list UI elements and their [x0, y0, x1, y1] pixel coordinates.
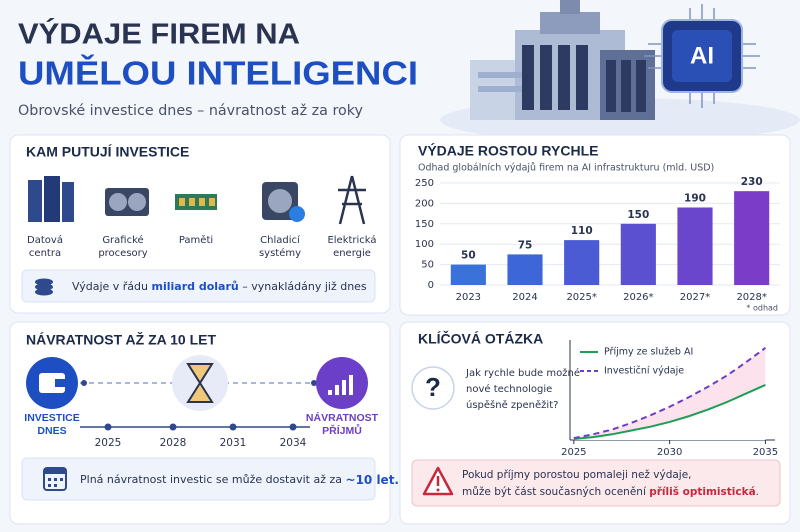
timeline-label: INVESTICE: [24, 412, 79, 424]
series-line: [573, 383, 766, 441]
warning-emphasis: příliš optimistická: [649, 486, 755, 498]
timeline-label: PŘÍJMŮ: [322, 423, 362, 437]
bar: [677, 207, 713, 285]
coins-icon: [35, 278, 53, 296]
chart-subtitle: Odhad globálních výdajů firem na AI infr…: [418, 163, 714, 174]
item-label: Datová: [27, 234, 63, 246]
series-area: [573, 384, 766, 440]
y-tick-label: 200: [415, 198, 434, 209]
value-label: 190: [684, 192, 706, 204]
item-label: systémy: [259, 247, 301, 259]
value-label: 150: [627, 209, 649, 221]
timeline-label: DNES: [37, 425, 66, 437]
value-label: 50: [461, 250, 476, 262]
note-box: [21, 269, 376, 303]
title-line: UMĚLOU INTELIGENCI: [18, 55, 418, 92]
bar: [734, 191, 770, 285]
item-label: Elektrická: [327, 234, 376, 246]
question-text: nové technologie: [466, 383, 552, 395]
warning-text-part: může být část současných ocenění: [462, 486, 649, 498]
ai-badge: AI: [690, 42, 714, 69]
note-text: Plná návratnost investic se může dostavi…: [80, 473, 399, 487]
value-label: 75: [518, 239, 533, 251]
timeline-year: 2025: [95, 437, 122, 449]
chart-note: * odhad: [746, 304, 778, 313]
x-tick-label: 2028*: [736, 292, 766, 303]
y-tick-label: 0: [428, 280, 434, 291]
note-text-part: Plná návratnost investic se může dostavi…: [80, 473, 346, 486]
timeline-label: NÁVRATNOST: [306, 411, 379, 424]
x-tick-label: 2023: [456, 292, 481, 303]
legend-label: Příjmy ze služeb AI: [604, 347, 693, 358]
datacenter-illustration: [440, 0, 800, 142]
question-text: úspěšně zpeněžit?: [466, 399, 558, 411]
note-text-part: Výdaje v řádu: [72, 280, 152, 293]
section-title: NÁVRATNOST AŽ ZA 10 LET: [26, 331, 216, 348]
x-tick-label: 2026*: [623, 292, 653, 303]
item-label: Paměti: [179, 234, 213, 246]
note-emphasis: ~10 let.: [346, 473, 399, 487]
x-tick-label: 2024: [512, 292, 537, 303]
chart-title: VÝDAJE ROSTOU RYCHLE: [418, 142, 598, 159]
x-tick-label: 2035: [753, 447, 778, 458]
question-symbol: ?: [425, 372, 441, 402]
payback-timeline: [26, 355, 368, 431]
item-label: centra: [29, 248, 61, 259]
series-line: [573, 347, 767, 440]
y-tick-label: 100: [415, 239, 434, 250]
section-title: KAM PUTUJÍ INVESTICE: [26, 144, 189, 160]
x-tick-label: 2025*: [566, 292, 596, 303]
x-tick-label: 2027*: [680, 292, 710, 303]
timeline-year: 2031: [220, 437, 247, 449]
calendar-icon: [43, 467, 67, 491]
x-tick-label: 2025: [561, 447, 586, 458]
note-emphasis: miliard dolarů: [152, 280, 239, 293]
bar: [507, 254, 543, 285]
warning-box: [411, 459, 781, 507]
warning-text-part: .: [756, 486, 759, 498]
item-label: procesory: [98, 248, 147, 259]
question-text: Jak rychle bude možné: [465, 367, 580, 379]
item-label: Grafické: [102, 234, 143, 246]
title-line: VÝDAJE FIREM NA: [18, 17, 300, 51]
value-label: 110: [571, 225, 593, 237]
legend-label: Investiční výdaje: [604, 366, 684, 377]
bar: [620, 223, 656, 285]
x-tick-label: 2030: [657, 447, 682, 458]
note-text: Výdaje v řádu miliard dolarů – vynakládá…: [72, 280, 367, 293]
panel: [9, 134, 391, 314]
subtitle: Obrovské investice dnes – návratnost až …: [18, 103, 363, 119]
timeline-year: 2028: [160, 437, 187, 449]
section-title: KLÍČOVÁ OTÁZKA: [418, 330, 543, 347]
y-tick-label: 150: [415, 219, 434, 230]
note-box: [21, 457, 376, 501]
bar: [564, 240, 600, 285]
warning-text: může být část současných ocenění příliš …: [462, 486, 759, 498]
item-label: energie: [333, 248, 371, 259]
timeline-year: 2034: [280, 437, 307, 449]
question-icon: [411, 366, 455, 410]
investment-icons: [28, 175, 366, 225]
note-text-part: – vynakládány již dnes: [239, 280, 367, 293]
item-label: Chladicí: [260, 234, 301, 246]
warning-text: Pokud příjmy porostou pomaleji než výdaj…: [462, 469, 692, 481]
y-tick-label: 250: [415, 178, 434, 189]
value-label: 230: [741, 176, 763, 188]
y-tick-label: 50: [421, 260, 434, 271]
warning-icon: [422, 466, 454, 496]
bar: [450, 264, 486, 285]
